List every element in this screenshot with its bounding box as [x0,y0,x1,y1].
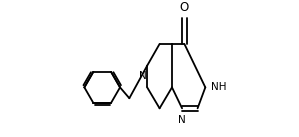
Text: O: O [180,2,189,15]
Text: NH: NH [211,82,226,92]
Text: N: N [139,71,147,81]
Text: N: N [178,115,186,125]
